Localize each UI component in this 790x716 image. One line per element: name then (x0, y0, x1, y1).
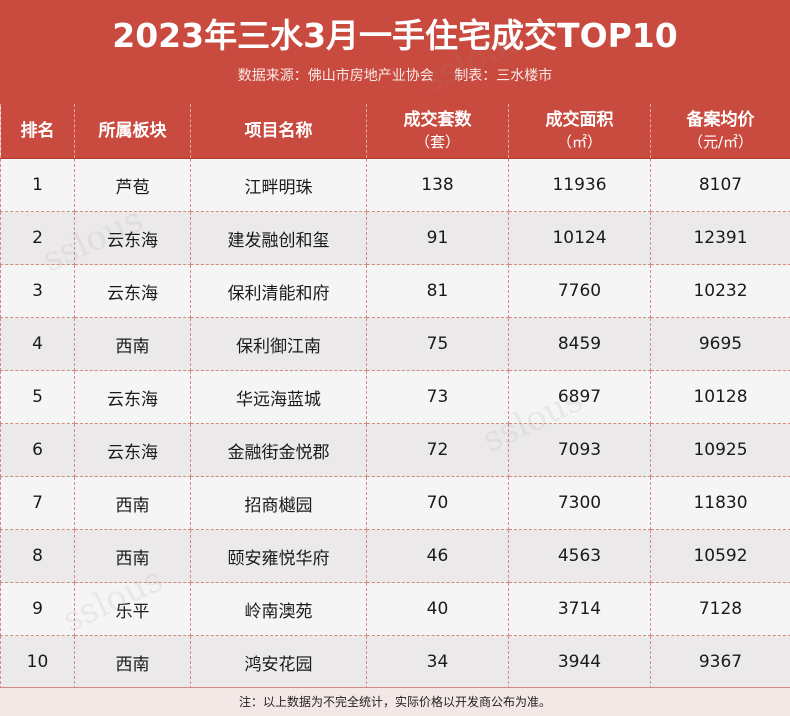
cell-project: 岭南澳苑 (191, 583, 367, 636)
cell-sqm: 7300 (509, 477, 651, 530)
cell-project: 保利清能和府 (191, 265, 367, 318)
cell-project: 颐安雍悦华府 (191, 530, 367, 583)
cell-sqm: 10124 (509, 212, 651, 265)
cell-rank: 3 (1, 265, 75, 318)
cell-rank: 2 (1, 212, 75, 265)
cell-project: 建发融创和玺 (191, 212, 367, 265)
cell-units: 138 (367, 159, 509, 212)
cell-units: 91 (367, 212, 509, 265)
cell-area: 西南 (75, 530, 191, 583)
cell-price: 10232 (651, 265, 790, 318)
cell-sqm: 3944 (509, 636, 651, 689)
top10-table: 排名 所属板块 项目名称 成交套数（套） 成交面积（㎡） 备案均价（元/㎡） 1… (0, 104, 790, 689)
cell-sqm: 11936 (509, 159, 651, 212)
cell-project: 江畔明珠 (191, 159, 367, 212)
source-line: 数据来源：佛山市房地产业协会 制表：三水楼市 (0, 66, 790, 86)
cell-project: 金融街金悦郡 (191, 424, 367, 477)
cell-sqm: 8459 (509, 318, 651, 371)
page-title: 2023年三水3月一手住宅成交TOP10 (0, 14, 790, 58)
cell-sqm: 3714 (509, 583, 651, 636)
cell-sqm: 7760 (509, 265, 651, 318)
cell-rank: 8 (1, 530, 75, 583)
cell-project: 鸿安花园 (191, 636, 367, 689)
cell-price: 8107 (651, 159, 790, 212)
cell-area: 云东海 (75, 424, 191, 477)
cell-rank: 5 (1, 371, 75, 424)
cell-units: 75 (367, 318, 509, 371)
cell-price: 11830 (651, 477, 790, 530)
cell-area: 西南 (75, 477, 191, 530)
header-banner: 2023年三水3月一手住宅成交TOP10 数据来源：佛山市房地产业协会 制表：三… (0, 0, 790, 104)
cell-sqm: 4563 (509, 530, 651, 583)
cell-area: 云东海 (75, 265, 191, 318)
cell-units: 46 (367, 530, 509, 583)
cell-project: 保利御江南 (191, 318, 367, 371)
col-header-area: 所属板块 (75, 104, 191, 159)
cell-price: 7128 (651, 583, 790, 636)
cell-price: 9695 (651, 318, 790, 371)
cell-rank: 7 (1, 477, 75, 530)
col-header-sqm: 成交面积（㎡） (509, 104, 651, 159)
cell-sqm: 6897 (509, 371, 651, 424)
cell-rank: 4 (1, 318, 75, 371)
cell-price: 12391 (651, 212, 790, 265)
cell-project: 招商樾园 (191, 477, 367, 530)
data-source: 数据来源：佛山市房地产业协会 (238, 68, 434, 84)
cell-area: 乐平 (75, 583, 191, 636)
cell-units: 40 (367, 583, 509, 636)
unit-label: （元/㎡） (651, 131, 790, 153)
cell-units: 70 (367, 477, 509, 530)
cell-project: 华远海蓝城 (191, 371, 367, 424)
col-header-project: 项目名称 (191, 104, 367, 159)
cell-sqm: 7093 (509, 424, 651, 477)
cell-price: 10925 (651, 424, 790, 477)
cell-rank: 6 (1, 424, 75, 477)
unit-label: （套） (367, 131, 508, 153)
cell-units: 72 (367, 424, 509, 477)
cell-area: 云东海 (75, 212, 191, 265)
cell-rank: 1 (1, 159, 75, 212)
col-header-units: 成交套数（套） (367, 104, 509, 159)
cell-area: 云东海 (75, 371, 191, 424)
cell-units: 81 (367, 265, 509, 318)
cell-area: 芦苞 (75, 159, 191, 212)
cell-price: 10592 (651, 530, 790, 583)
cell-price: 9367 (651, 636, 790, 689)
cell-rank: 9 (1, 583, 75, 636)
cell-area: 西南 (75, 636, 191, 689)
unit-label: （㎡） (509, 131, 650, 153)
cell-rank: 10 (1, 636, 75, 689)
cell-price: 10128 (651, 371, 790, 424)
table-header-row: 排名 所属板块 项目名称 成交套数（套） 成交面积（㎡） 备案均价（元/㎡） (1, 104, 790, 159)
cell-units: 73 (367, 371, 509, 424)
col-header-rank: 排名 (1, 104, 75, 159)
footer-note: 注：以上数据为不完全统计，实际价格以开发商公布为准。 (0, 687, 790, 716)
cell-area: 西南 (75, 318, 191, 371)
table-maker: 制表：三水楼市 (454, 68, 552, 84)
col-header-price: 备案均价（元/㎡） (651, 104, 790, 159)
cell-units: 34 (367, 636, 509, 689)
